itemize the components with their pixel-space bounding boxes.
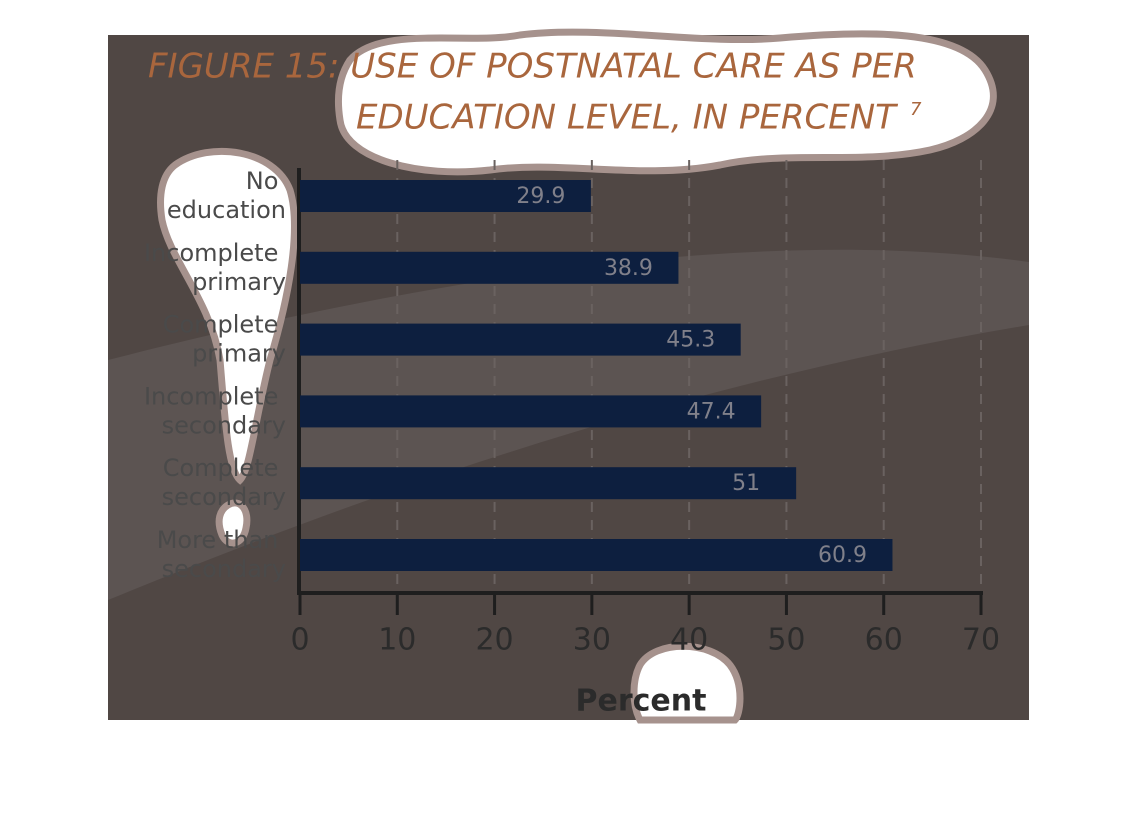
label-line: Complete xyxy=(163,311,286,339)
value-label: 47.4 xyxy=(687,399,736,424)
x-tick-label: 0 xyxy=(290,623,309,658)
x-tick-label: 20 xyxy=(475,623,513,658)
blob xyxy=(630,642,744,724)
value-label: 38.9 xyxy=(604,256,653,281)
label-line: secondary xyxy=(162,555,286,583)
x-tick-label: 50 xyxy=(767,623,805,658)
label-line: Incomplete xyxy=(144,239,286,267)
x-axis-label: Percent xyxy=(576,684,707,719)
chart-title: EDUCATION LEVEL, IN PERCENT xyxy=(356,98,898,138)
y-tick-label: More than secondary xyxy=(157,526,286,583)
label-line: secondary xyxy=(162,483,286,511)
blob xyxy=(157,147,298,547)
label-line: primary xyxy=(192,268,286,296)
x-tick-label: 70 xyxy=(962,623,1000,658)
bar xyxy=(300,467,797,500)
bar xyxy=(300,395,762,428)
y-tick-label: No education xyxy=(167,167,286,224)
bar xyxy=(300,539,893,571)
title-footnote: 7 xyxy=(910,99,922,120)
label-line: education xyxy=(167,196,286,224)
label-line: No xyxy=(246,167,286,195)
y-tick-label: Incomplete secondary xyxy=(144,382,286,439)
value-label: 60.9 xyxy=(818,543,867,568)
x-tick-label: 60 xyxy=(865,623,903,658)
blob xyxy=(334,28,997,176)
x-tick-label: 10 xyxy=(378,623,416,658)
y-tick-label: Complete secondary xyxy=(162,454,286,511)
label-line: primary xyxy=(192,340,286,368)
bar xyxy=(300,323,741,356)
x-tick-label: 40 xyxy=(670,623,708,658)
y-tick-label: Complete primary xyxy=(163,311,286,368)
x-tick-label: 30 xyxy=(573,623,611,658)
label-line: Incomplete xyxy=(144,382,286,410)
y-tick-label: Incomplete primary xyxy=(144,239,286,296)
value-label: 29.9 xyxy=(516,184,565,209)
label-line: Complete xyxy=(163,454,286,482)
bar xyxy=(300,180,591,212)
chart-title: FIGURE 15: USE OF POSTNATAL CARE AS PER xyxy=(148,47,917,87)
value-label: 51 xyxy=(732,471,760,496)
label-line: secondary xyxy=(162,411,286,439)
value-label: 45.3 xyxy=(666,328,715,353)
label-line: More than xyxy=(157,526,286,554)
bar xyxy=(300,251,679,284)
